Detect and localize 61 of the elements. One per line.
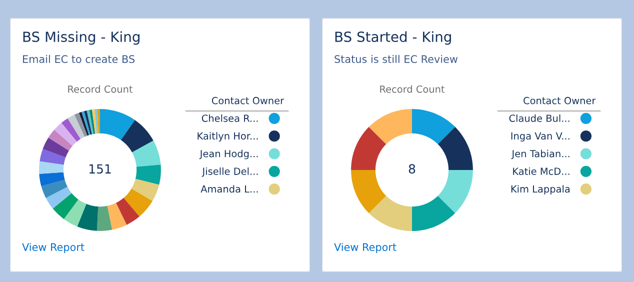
donut-slice — [84, 110, 92, 135]
donut-slice — [124, 188, 152, 216]
legend-label: Jean Hodg... — [199, 150, 258, 160]
donut-slice — [52, 193, 78, 220]
donut-slice — [351, 170, 386, 214]
donut-slice — [82, 111, 90, 136]
donut-slice — [92, 109, 97, 134]
legend-label: Jiselle Del... — [202, 167, 258, 177]
donut-slice — [86, 110, 94, 134]
legend-label: Kim Lappala — [511, 185, 570, 195]
legend-title: Contact Owner — [524, 96, 596, 104]
chart-subtitle: Email EC to create BS — [23, 54, 135, 64]
donut-slice — [97, 109, 100, 134]
legend-label: Claude Bul... — [509, 114, 570, 122]
donut-slice — [39, 161, 64, 174]
donut-slice — [61, 118, 81, 142]
chart-title: BS Missing - King — [23, 31, 140, 45]
donut-slice — [107, 202, 127, 230]
text: Record Count — [380, 85, 445, 93]
chart-title: BS Started - King — [335, 31, 451, 45]
donut-slice — [351, 126, 386, 170]
chart-subtitle: Status is still EC Review — [334, 54, 458, 64]
legend-label: Kaitlyn Hor... — [198, 132, 258, 142]
donut-slice — [368, 109, 412, 144]
legend-label: Katie McD... — [513, 167, 570, 175]
text: 8 — [408, 164, 416, 174]
donut-slice — [64, 199, 86, 227]
donut-slice — [131, 178, 160, 202]
donut-slice — [116, 198, 140, 225]
donut-slice — [368, 196, 412, 231]
donut-slice — [412, 196, 456, 231]
donut-slice — [68, 114, 85, 139]
donut-slice — [94, 109, 98, 134]
donut-slice — [74, 112, 88, 137]
donut-slice — [54, 122, 77, 146]
donut-slice — [46, 186, 72, 209]
donut-slice — [132, 140, 161, 167]
donut-slice — [89, 110, 96, 134]
donut-slice — [78, 112, 89, 136]
donut-slice — [438, 170, 473, 214]
donut-slice — [39, 172, 65, 186]
donut-slice — [77, 204, 98, 231]
donut-slice — [438, 126, 473, 170]
donut-slice — [40, 148, 66, 165]
donut-slice — [412, 109, 456, 144]
donut-slice — [96, 206, 112, 231]
legend-label: Chelsea R... — [202, 114, 258, 122]
donut-slice — [42, 138, 69, 158]
legend-label: Amanda L... — [200, 185, 258, 193]
text: Record Count — [68, 85, 133, 93]
donut-slice — [41, 180, 68, 198]
donut-slice — [48, 130, 73, 151]
donut-slice — [135, 164, 161, 185]
donut-slice — [100, 109, 135, 140]
donut-slice — [120, 120, 154, 152]
legend-title: Contact Owner — [212, 96, 284, 104]
text: View Report — [334, 242, 396, 254]
text: 151 — [89, 164, 111, 174]
text: View Report — [22, 242, 84, 254]
legend-label: Jen Tabian... — [511, 150, 570, 160]
legend-label: Inga Van V... — [511, 132, 570, 142]
